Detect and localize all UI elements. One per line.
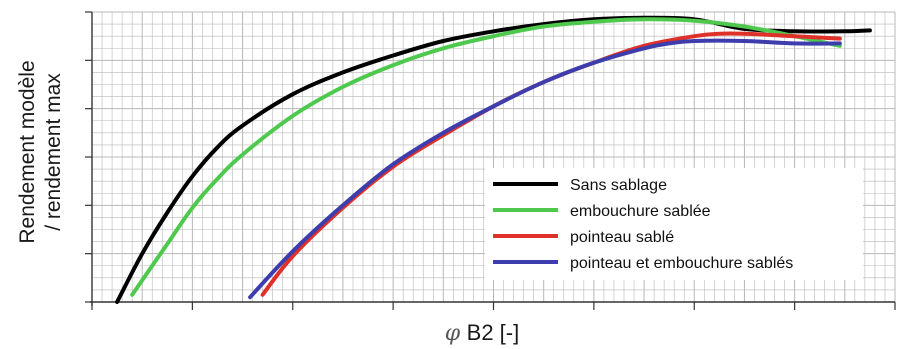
x-axis-label: φ B2 [-] xyxy=(445,320,519,346)
chart-series xyxy=(115,15,872,304)
y-axis-label-line1: Rendement modèle xyxy=(16,60,39,243)
x-axis-label-symbol: φ xyxy=(445,321,461,346)
chart-legend: Sans sablage embouchure sablée pointeau sa… xyxy=(485,168,863,280)
legend-label-3: pointeau et embouchure sablés xyxy=(570,255,793,272)
chart-axes xyxy=(85,11,896,310)
x-axis-label-text: B2 [-] xyxy=(467,320,520,345)
legend-label-2: pointeau sablé xyxy=(570,229,674,246)
series-line-3 xyxy=(248,38,842,300)
y-axis-label-line2: / rendement max xyxy=(42,73,65,231)
series-line-1 xyxy=(130,17,842,297)
series-line-0 xyxy=(115,15,872,304)
legend-label-0: Sans sablage xyxy=(570,177,667,194)
legend-label-1: embouchure sablée xyxy=(570,203,711,220)
